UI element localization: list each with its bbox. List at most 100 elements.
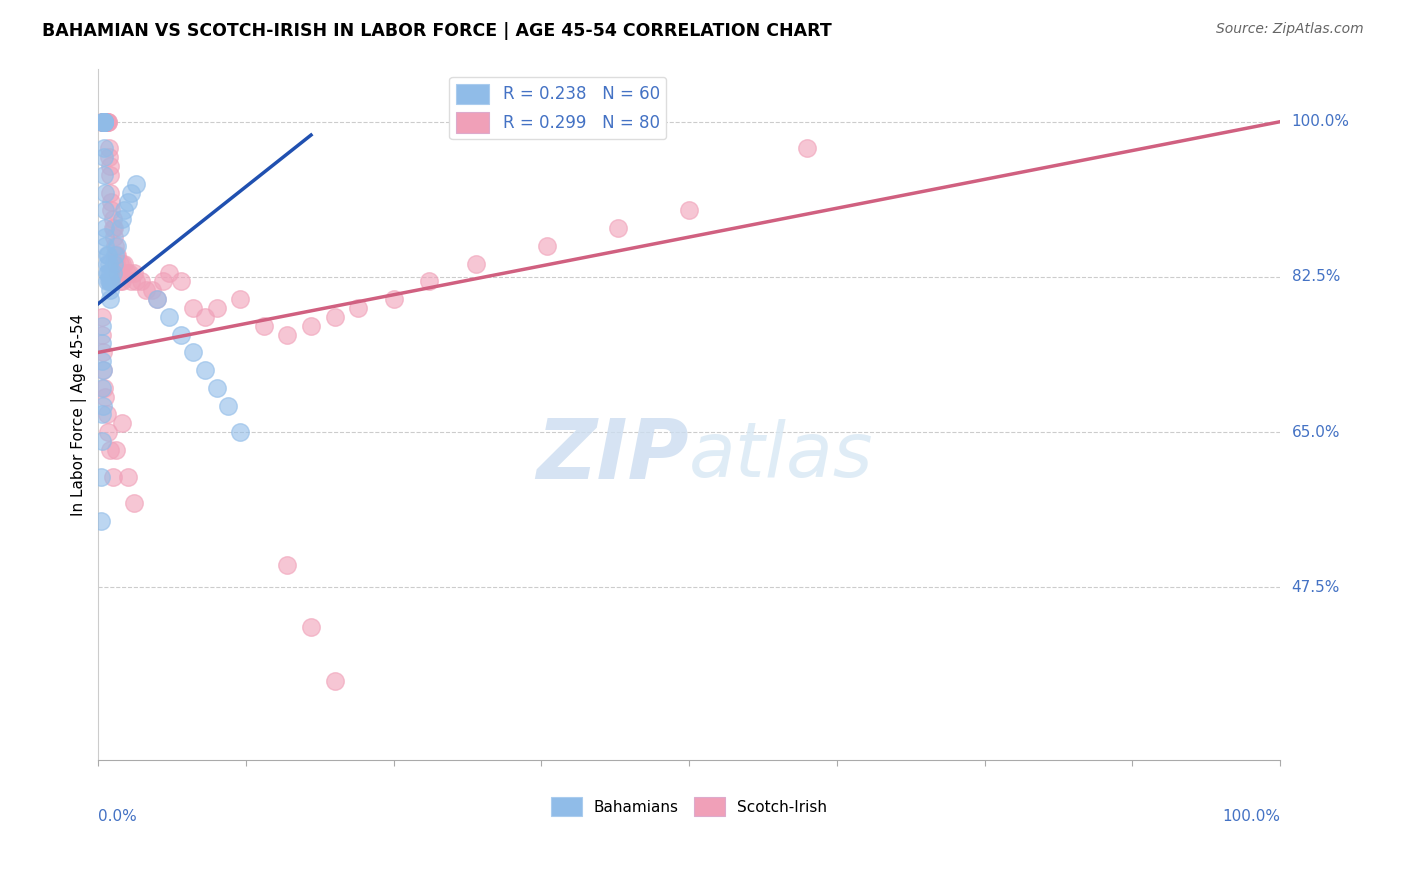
Point (98, 266, 121, 280)
Point (97, 425, 120, 440)
Point (96, 274, 118, 288)
Point (678, 203, 700, 218)
Point (91, 363, 114, 377)
Point (276, 327, 298, 342)
Point (152, 274, 174, 288)
Point (129, 274, 152, 288)
Point (96, 114, 118, 128)
Point (299, 318, 322, 333)
Text: BAHAMIAN VS SCOTCH-IRISH IN LABOR FORCE | AGE 45-54 CORRELATION CHART: BAHAMIAN VS SCOTCH-IRISH IN LABOR FORCE … (42, 22, 832, 40)
Point (117, 194, 139, 209)
Point (90, 114, 112, 128)
Point (181, 301, 204, 315)
Point (91, 345, 114, 359)
Point (94, 203, 117, 218)
Point (170, 327, 193, 342)
Point (146, 292, 169, 306)
Point (146, 292, 169, 306)
Point (96, 114, 118, 128)
Point (101, 212, 124, 227)
Point (135, 283, 157, 297)
Point (93, 114, 115, 128)
Point (98, 274, 121, 288)
Point (93, 141, 115, 155)
Point (90, 469, 112, 483)
Point (111, 212, 134, 227)
Point (98, 442, 121, 457)
Point (217, 399, 239, 413)
Point (101, 469, 124, 483)
Point (323, 310, 346, 324)
Point (90, 336, 112, 351)
Point (122, 496, 145, 510)
Point (299, 620, 322, 634)
Point (100, 274, 122, 288)
Point (94, 221, 117, 235)
Point (90, 114, 112, 128)
Point (93, 114, 115, 128)
Point (98, 150, 121, 164)
Point (91, 399, 114, 413)
Point (117, 469, 139, 483)
Point (112, 257, 135, 271)
Point (90, 408, 112, 422)
Point (108, 257, 131, 271)
Point (170, 274, 193, 288)
Point (418, 274, 440, 288)
Point (229, 425, 252, 440)
Point (100, 203, 122, 218)
Point (91, 114, 114, 128)
Point (115, 266, 138, 280)
Point (101, 266, 124, 280)
Point (157, 310, 180, 324)
Point (111, 257, 134, 271)
Point (91, 114, 114, 128)
Text: 100.0%: 100.0% (1292, 114, 1350, 129)
Point (205, 381, 228, 395)
Point (347, 301, 370, 315)
Point (382, 292, 405, 306)
Point (93, 168, 115, 182)
Point (465, 257, 488, 271)
Point (90, 434, 112, 448)
Point (105, 257, 128, 271)
Point (97, 248, 120, 262)
Point (90, 318, 112, 333)
Point (94, 114, 117, 128)
Point (101, 221, 124, 235)
Point (323, 673, 346, 688)
Point (94, 186, 117, 200)
Legend: Bahamians, Scotch-Irish: Bahamians, Scotch-Irish (546, 791, 834, 822)
Point (94, 114, 117, 128)
Point (194, 310, 217, 324)
Point (97, 266, 120, 280)
Point (103, 257, 125, 271)
Point (90, 514, 112, 528)
Text: 47.5%: 47.5% (1292, 580, 1340, 595)
Point (98, 274, 121, 288)
Text: Source: ZipAtlas.com: Source: ZipAtlas.com (1216, 22, 1364, 37)
Y-axis label: In Labor Force | Age 45-54: In Labor Force | Age 45-54 (72, 313, 87, 516)
Point (93, 114, 115, 128)
Point (96, 257, 118, 271)
Point (96, 408, 118, 422)
Point (90, 114, 112, 128)
Text: atlas: atlas (689, 419, 873, 493)
Point (90, 354, 112, 368)
Point (104, 248, 127, 262)
Point (93, 381, 115, 395)
Point (105, 266, 128, 280)
Point (120, 186, 142, 200)
Point (98, 283, 121, 297)
Point (93, 114, 115, 128)
Point (105, 248, 128, 262)
Point (94, 230, 117, 244)
Point (96, 266, 118, 280)
Point (253, 318, 276, 333)
Point (181, 345, 204, 359)
Point (111, 274, 134, 288)
Text: 0.0%: 0.0% (98, 809, 138, 824)
Point (90, 381, 112, 395)
Point (91, 363, 114, 377)
Point (98, 168, 121, 182)
